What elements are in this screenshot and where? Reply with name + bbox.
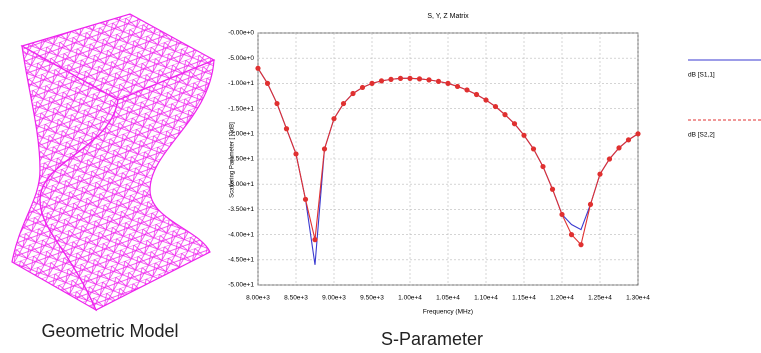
data-point (388, 76, 394, 82)
model-caption: Geometric Model (41, 321, 178, 341)
data-point (445, 80, 451, 86)
data-point (597, 171, 603, 177)
x-tick-label: 1.10e+4 (474, 295, 498, 302)
data-point (255, 65, 261, 71)
data-point (568, 232, 575, 238)
y-axis-label: Scattering Parameter [ ] [dB] (230, 122, 236, 198)
data-point (464, 87, 470, 93)
y-tick-label: -5.00e+0 (228, 55, 254, 62)
legend-label: dB [S1,1] (688, 72, 715, 79)
chart-caption: S-Parameter (381, 329, 483, 349)
data-point (502, 112, 508, 118)
x-tick-label: 1.05e+4 (436, 295, 460, 302)
y-tick-label: -1.50e+1 (228, 105, 254, 112)
y-tick-label: -4.50e+1 (228, 257, 254, 264)
x-tick-label: 8.00e+3 (246, 295, 270, 302)
x-axis-label: Frequency (MHz) (423, 309, 473, 316)
x-tick-label: 9.00e+3 (322, 295, 346, 302)
data-point (578, 242, 584, 248)
data-point (359, 84, 366, 91)
data-point (559, 211, 565, 218)
data-point (264, 80, 271, 86)
data-point (587, 201, 594, 207)
y-tick-label: -0.00e+0 (228, 30, 254, 37)
x-tick-label: 1.00e+4 (398, 295, 422, 302)
data-point (397, 75, 404, 81)
x-tick-label: 9.50e+3 (360, 295, 384, 302)
x-tick-label: 8.50e+3 (284, 295, 308, 302)
data-point (340, 100, 347, 107)
y-tick-label: -3.50e+1 (228, 206, 254, 213)
y-tick-label: -2.00e+1 (228, 131, 254, 138)
data-point (293, 151, 299, 157)
data-point (530, 146, 537, 152)
data-point (540, 163, 546, 170)
data-point (407, 75, 413, 81)
x-tick-label: 1.30e+4 (626, 295, 650, 302)
y-tick-label: -5.00e+1 (228, 282, 254, 289)
data-point (492, 103, 499, 110)
mesh-model (11, 13, 216, 312)
x-tick-label: 1.20e+4 (550, 295, 574, 302)
data-point (369, 80, 375, 86)
data-point (435, 78, 442, 84)
data-point (378, 78, 385, 84)
y-tick-label: -3.00e+1 (228, 181, 254, 188)
data-point (331, 116, 337, 122)
data-point (606, 156, 613, 162)
y-tick-label: -4.00e+1 (228, 231, 254, 238)
data-point (473, 91, 480, 98)
x-tick-label: 1.15e+4 (512, 295, 536, 302)
chart-title: S, Y, Z Matrix (427, 13, 469, 20)
data-point (625, 137, 632, 143)
data-point (350, 90, 356, 97)
data-point (549, 186, 556, 192)
data-point (511, 121, 518, 127)
y-tick-label: -2.50e+1 (228, 156, 254, 163)
data-point (454, 83, 461, 90)
data-point (283, 126, 290, 132)
data-point (521, 132, 527, 138)
y-tick-label: -1.00e+1 (228, 80, 254, 87)
data-point (616, 145, 622, 151)
legend-label: dB [S2,2] (688, 132, 715, 139)
data-point (321, 146, 328, 152)
data-point (312, 237, 318, 243)
data-point (635, 131, 641, 137)
x-tick-label: 1.25e+4 (588, 295, 612, 302)
data-point (426, 77, 432, 83)
data-point (274, 100, 280, 107)
data-point (416, 76, 423, 82)
data-point (483, 97, 489, 103)
data-point (302, 196, 309, 202)
